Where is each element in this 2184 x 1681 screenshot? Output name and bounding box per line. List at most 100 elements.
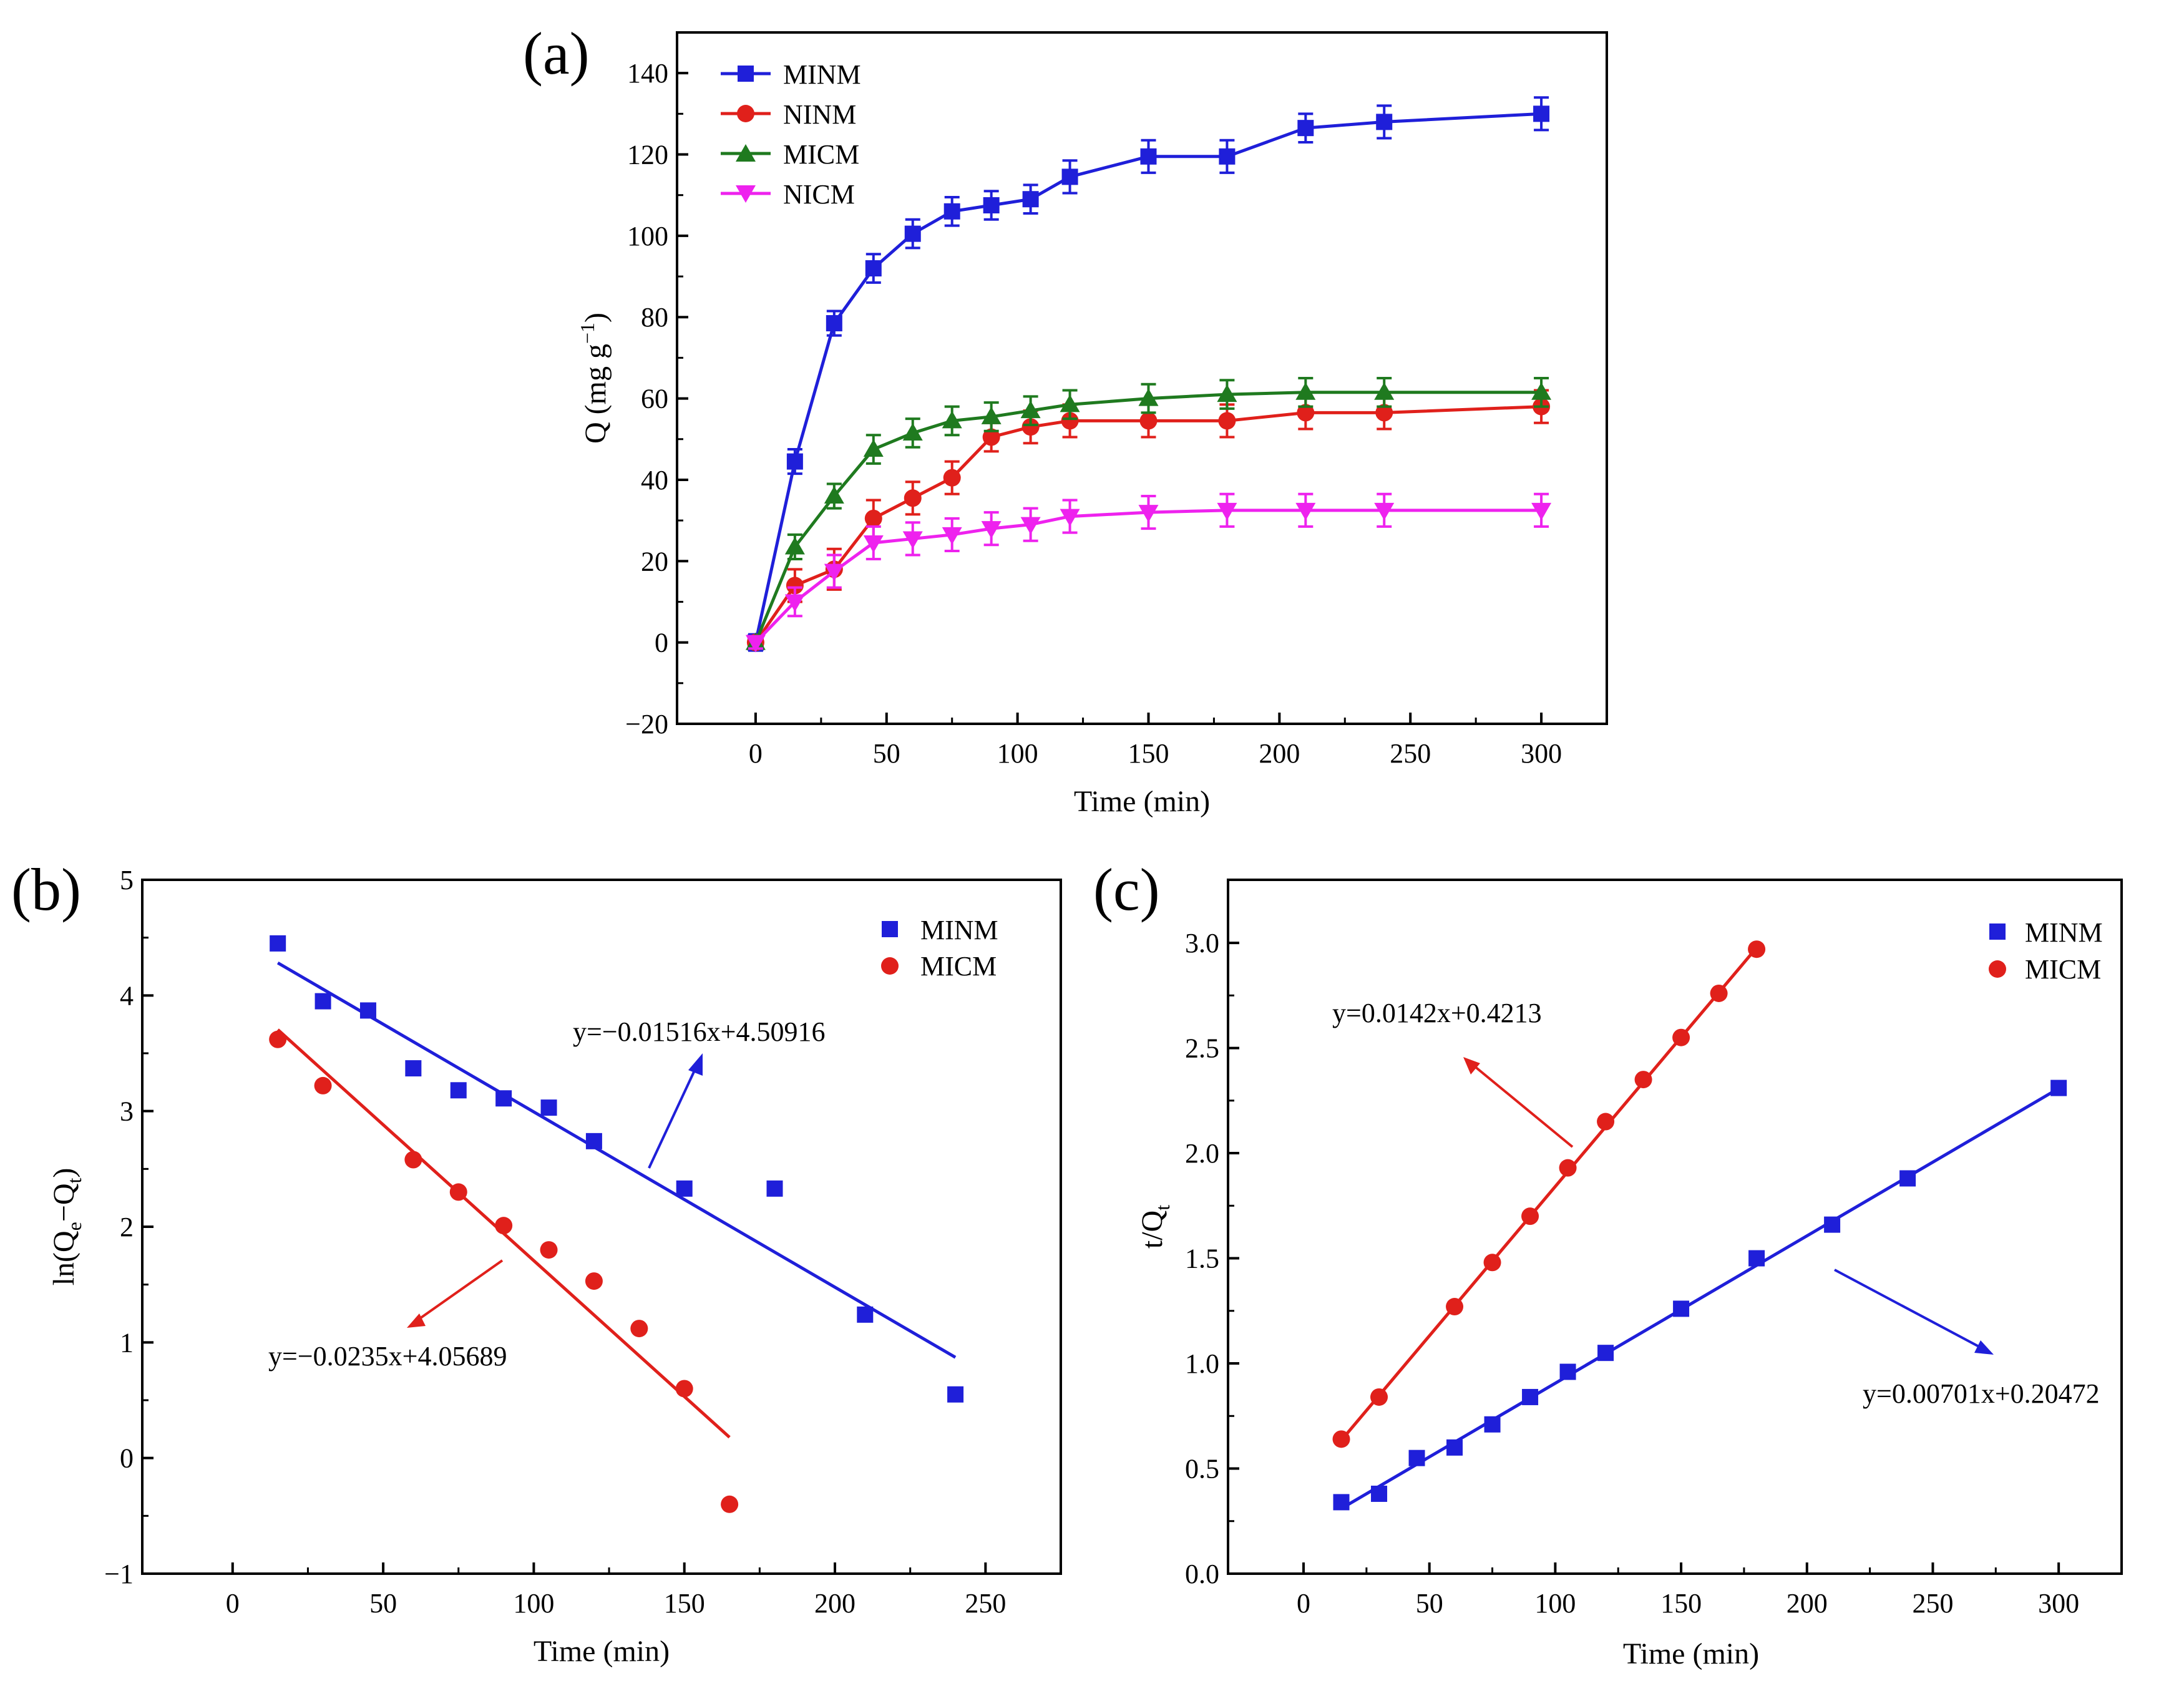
x-tick-label-b: 250	[965, 1588, 1006, 1619]
data-point-a-ninm	[1139, 412, 1158, 430]
data-point-c-minm	[1522, 1388, 1539, 1405]
annotation-arrowhead-c-minm	[1974, 1340, 1994, 1355]
data-point-c-micm	[1332, 1430, 1350, 1448]
data-point-b-minm	[450, 1082, 467, 1099]
data-point-c-minm	[1673, 1300, 1690, 1317]
panel-label-a: (a)	[523, 20, 590, 87]
series-layer-c	[1332, 940, 2067, 1511]
legend-label-c-minm: MINM	[2025, 917, 2103, 948]
data-point-a-minm	[786, 453, 803, 470]
legend-item-a-ninm: NINM	[721, 99, 856, 130]
y-axis-title-a-main: Q (mg g	[579, 344, 612, 444]
data-point-b-micm	[585, 1272, 603, 1290]
data-point-b-minm	[540, 1099, 557, 1116]
plot-frame-b	[141, 879, 1062, 1575]
x-tick-label-a: 250	[1390, 738, 1431, 769]
data-point-b-micm	[314, 1076, 332, 1094]
legend-item-b-minm: MINM	[882, 915, 998, 945]
y-tick-label-c: 2.0	[1185, 1138, 1219, 1169]
data-point-a-nicm	[902, 531, 923, 549]
data-point-b-minm	[359, 1002, 376, 1019]
annotation-arrowhead-b-micm	[407, 1313, 426, 1328]
legend-item-c-micm: MICM	[1989, 954, 2101, 985]
series-line-a-micm	[754, 391, 1542, 643]
data-point-a-nicm	[784, 594, 805, 612]
legend-label-b-minm: MINM	[920, 915, 998, 945]
y-tick-label-c: 2.5	[1185, 1033, 1219, 1064]
data-point-c-micm	[1370, 1388, 1388, 1406]
series-b-micm	[269, 1028, 739, 1513]
data-point-c-micm	[1446, 1298, 1464, 1316]
data-point-b-minm	[405, 1060, 422, 1077]
y-axis-title-c-sub: t	[1151, 1205, 1174, 1211]
data-point-a-nicm	[824, 563, 844, 582]
data-point-a-nicm	[745, 635, 766, 653]
data-point-a-micm	[942, 411, 962, 429]
y-tick-label-b: 3	[120, 1096, 134, 1127]
annotation-arrow-b-micm	[417, 1259, 504, 1321]
data-point-b-minm	[495, 1090, 512, 1107]
data-point-a-micm	[902, 422, 923, 441]
y-axis-title-b-mid: −Q	[47, 1183, 80, 1222]
y-axis-title-b-sub2: t	[63, 1177, 85, 1183]
data-point-b-micm	[540, 1241, 558, 1259]
data-point-a-ninm	[864, 509, 882, 527]
x-ticks-c: 0 50 100 150 200 250 300	[1297, 1562, 2079, 1619]
x-tick-label-c: 300	[2038, 1588, 2079, 1619]
y-ticks-b: −1 0 1 2 3 4 5	[104, 865, 154, 1589]
annotation-arrowhead-c-micm	[1463, 1057, 1480, 1074]
series-line-a-minm	[754, 112, 1542, 643]
plot-frame-a	[676, 31, 1608, 725]
fit-line-b-minm	[276, 961, 957, 1359]
y-ticks-a: −20 0 20 40 60 80 100 120 140	[625, 58, 688, 739]
y-axis-title-b: ln(Qe−Qt)	[47, 1168, 85, 1286]
data-point-b-minm	[947, 1386, 964, 1403]
data-point-a-minm	[826, 315, 842, 332]
data-point-a-micm	[1138, 388, 1159, 406]
legend-item-b-micm: MICM	[881, 951, 997, 982]
y-tick-label-a: 100	[627, 221, 668, 251]
data-point-a-minm	[1297, 120, 1314, 137]
y-axis-title-b-sub1: e	[63, 1222, 85, 1230]
data-point-c-micm	[1597, 1113, 1615, 1131]
x-tick-label-a: 0	[749, 738, 763, 769]
data-point-a-nicm	[942, 527, 962, 545]
legend-label-a-nicm: NICM	[783, 179, 855, 210]
y-tick-label-a: −20	[625, 709, 668, 739]
annotation-arrow-b-minm	[648, 1063, 699, 1169]
data-point-a-micm	[1020, 401, 1041, 419]
data-point-c-minm	[1748, 1250, 1765, 1267]
y-tick-label-c: 0.5	[1185, 1454, 1219, 1484]
y-ticks-c: 0.0 0.5 1.0 1.5 2.0 2.5 3.0	[1185, 928, 1239, 1589]
legend-b: MINM MICM	[881, 915, 998, 982]
x-tick-label-a: 100	[997, 738, 1038, 769]
x-ticks-a: 0 50 100 150 200 250 300	[749, 713, 1562, 769]
data-point-a-micm	[824, 486, 844, 504]
fit-line-c-minm	[1340, 1087, 2060, 1510]
y-tick-label-a: 0	[655, 628, 668, 658]
legend-marker-a-ninm	[737, 105, 754, 122]
series-b-minm	[270, 935, 964, 1403]
legend-label-c-micm: MICM	[2025, 954, 2101, 985]
y-axis-title-a-sup: −1	[576, 323, 598, 344]
data-point-a-ninm	[904, 489, 922, 507]
equation-b-micm: y=−0.0235x+4.05689	[268, 1341, 507, 1372]
y-tick-label-a: 20	[641, 546, 668, 577]
y-tick-label-c: 1.5	[1185, 1244, 1219, 1274]
series-a-minm	[747, 96, 1550, 652]
data-point-c-minm	[1899, 1170, 1916, 1187]
x-tick-label-c: 100	[1534, 1588, 1576, 1619]
y-axis-title-a-close: )	[579, 313, 612, 323]
y-tick-label-b: 2	[120, 1212, 134, 1242]
x-tick-label-b: 100	[513, 1588, 554, 1619]
data-point-b-minm	[314, 993, 331, 1010]
x-tick-label-b: 0	[226, 1588, 240, 1619]
data-point-c-micm	[1483, 1254, 1501, 1272]
series-layer-b	[269, 935, 964, 1513]
data-point-a-micm	[981, 406, 1002, 424]
legend-marker-a-micm	[736, 144, 756, 162]
annotation-c-minm: y=0.00701x+0.20472	[1834, 1269, 2100, 1409]
plot-frame-c	[1227, 879, 2123, 1575]
